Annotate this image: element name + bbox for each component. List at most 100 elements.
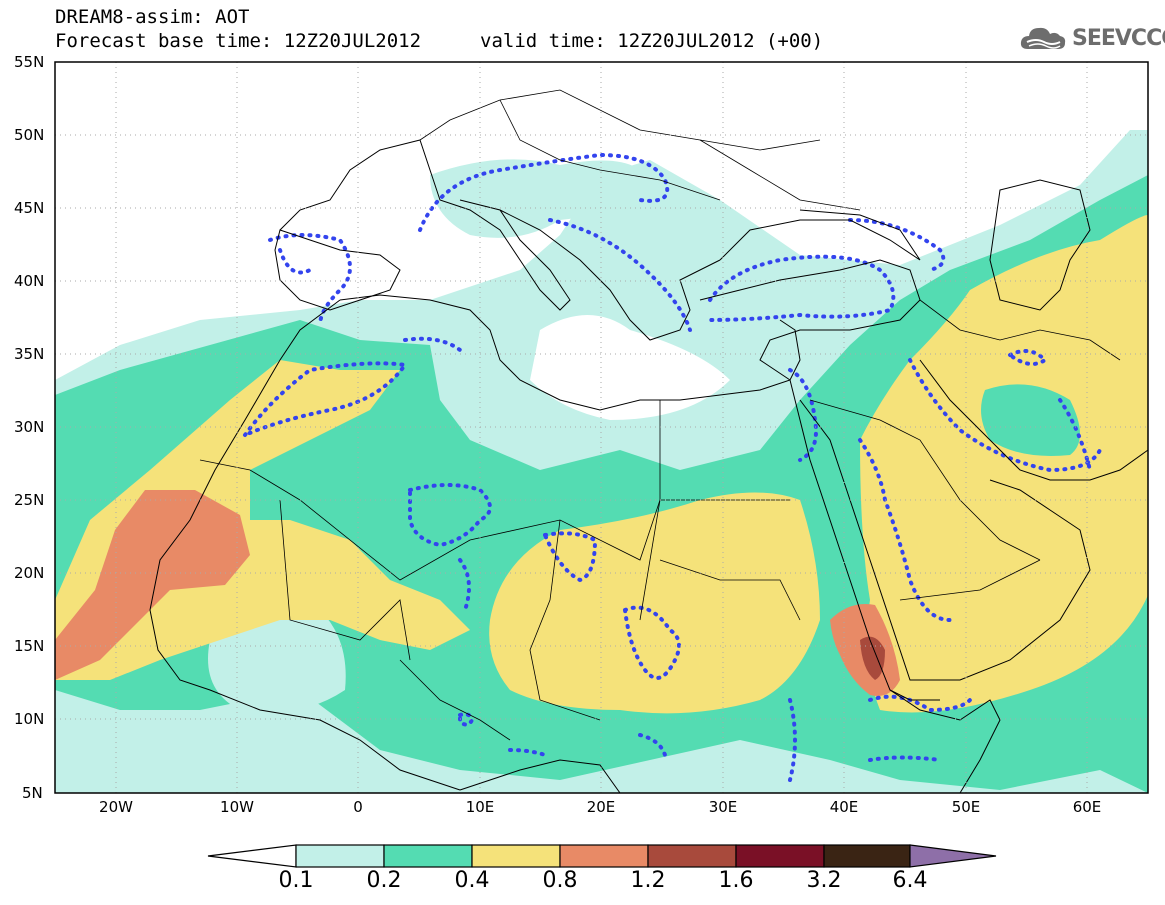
colorbar-label: 1.2	[630, 868, 666, 893]
dust-contour-gulf	[1058, 398, 1092, 472]
coast-horn-of-africa	[889, 689, 1001, 793]
coast-red-sea	[789, 379, 940, 701]
colorbar-label: 3.2	[806, 868, 842, 893]
coast-france-italy	[279, 139, 571, 311]
aot-level-1.6	[860, 636, 885, 680]
coast-north-africa	[339, 294, 801, 411]
border-sahara-1	[199, 459, 790, 581]
border-europe-1	[419, 89, 821, 151]
lat-label: 55N	[14, 53, 45, 71]
valid-time: valid time: 12Z20JUL2012 (+00)	[480, 30, 824, 52]
dust-contour-iran	[908, 358, 1102, 473]
colorbar	[207, 844, 997, 868]
colorbar-label: 6.4	[892, 868, 928, 893]
forecast-base-time: Forecast base time: 12Z20JUL2012	[55, 30, 422, 52]
dust-contour-algeria	[403, 336, 462, 352]
colorbar-swatch-2	[383, 844, 473, 868]
lat-label: 10N	[14, 710, 45, 728]
border-sahara-2	[279, 499, 411, 661]
colorbar-high-arrow	[909, 844, 997, 868]
lat-label: 25N	[14, 491, 45, 509]
colorbar-swatch-6	[735, 844, 825, 868]
lon-label: 20W	[99, 798, 133, 816]
border-sudan	[659, 559, 801, 621]
coast-iberia	[274, 229, 401, 311]
dust-contour-iberia-2	[278, 248, 312, 275]
dust-contour-sahara-2	[458, 558, 471, 612]
lat-label: 5N	[22, 784, 43, 802]
dust-contour-yemen	[868, 694, 972, 713]
coast-caspian	[989, 179, 1091, 311]
coast-black-sea	[719, 209, 921, 261]
aot-level-0.2-iran	[981, 384, 1080, 456]
dust-contour-sahara	[408, 483, 492, 548]
lon-label: 20E	[586, 798, 616, 816]
colorbar-label: 0.8	[542, 868, 578, 893]
cloud-icon	[1020, 27, 1066, 49]
border-libya-egypt	[639, 400, 661, 621]
border-arabia-1	[809, 399, 1041, 561]
dust-contour-europe	[418, 152, 670, 232]
colorbar-label: 0.1	[278, 868, 314, 893]
graticule	[55, 62, 1148, 793]
lon-label: 40E	[829, 798, 859, 816]
colorbar-label: 1.6	[718, 868, 754, 893]
dust-contour-sudan	[623, 605, 681, 680]
aot-level-0.1-wafrica	[208, 608, 346, 713]
coast-balkans-greece	[499, 209, 721, 341]
colorbar-swatch-3	[471, 844, 561, 868]
aot-clear-med	[530, 315, 730, 420]
colorbar-swatch-4	[559, 844, 649, 868]
dust-contour-blacksea	[848, 218, 946, 272]
aot-level-0.1-europe	[430, 159, 650, 238]
dust-contour-morocco	[243, 361, 409, 437]
lon-label: 10E	[465, 798, 495, 816]
dust-contour-iran-2	[1008, 349, 1049, 366]
dust-contour-sahel	[508, 748, 547, 757]
lat-label: 15N	[14, 637, 45, 655]
colorbar-low-arrow	[207, 844, 297, 868]
lat-label: 50N	[14, 126, 45, 144]
dust-contour-iberia	[268, 233, 352, 327]
border-iran	[919, 299, 1121, 361]
lat-label: 35N	[14, 345, 45, 363]
coast-arabia	[799, 399, 1091, 681]
aot-level-0.8-east	[860, 215, 1148, 713]
aot-level-1.2-west	[55, 490, 250, 680]
dust-contour-sahel-2	[638, 733, 667, 757]
colorbar-swatch-5	[647, 844, 737, 868]
dust-contour-chad	[543, 531, 598, 583]
lat-label: 45N	[14, 199, 45, 217]
lat-label: 30N	[14, 418, 45, 436]
border-arabia-2	[899, 559, 1041, 601]
colorbar-label: 0.2	[366, 868, 402, 893]
border-chad-sudan	[529, 519, 601, 721]
coast-gulf-guinea	[459, 759, 621, 793]
map-title: DREAM8-assim: AOT	[55, 6, 250, 28]
colorbar-label: 0.4	[454, 868, 490, 893]
dust-contour-somalia	[868, 755, 942, 762]
dust-contour-balkans	[548, 218, 692, 332]
colorbar-swatch-1	[295, 844, 385, 868]
dust-contour-horn	[788, 698, 797, 782]
border-ukraine	[699, 139, 861, 211]
dust-contour-ring	[458, 712, 475, 727]
aot-field	[55, 130, 1148, 793]
coast-persian-gulf	[919, 359, 1148, 481]
lon-label: 50E	[951, 798, 981, 816]
lon-label: 60E	[1072, 798, 1102, 816]
lon-label: 30E	[708, 798, 738, 816]
dust-contour-arabia	[858, 438, 952, 622]
aot-level-0.8-central	[489, 492, 820, 714]
logo-text: SEEVCCC	[1072, 25, 1165, 51]
border-europe-2	[499, 99, 721, 201]
lon-label: 0	[353, 798, 363, 816]
dust-contour-turkey	[708, 254, 896, 322]
coastlines	[149, 139, 1148, 793]
country-borders	[199, 89, 1121, 741]
coast-west-africa	[149, 299, 461, 791]
lon-label: 10W	[220, 798, 254, 816]
colorbar-swatch-7	[823, 844, 911, 868]
map-frame	[54, 61, 1149, 794]
